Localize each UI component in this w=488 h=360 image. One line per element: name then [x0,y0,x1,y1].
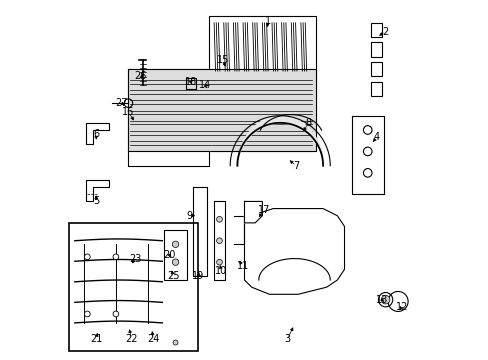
Text: 8: 8 [305,118,311,128]
Circle shape [216,216,222,222]
Text: 10: 10 [215,266,227,276]
Text: 7: 7 [293,161,299,171]
Bar [164,230,187,280]
Circle shape [381,296,389,304]
Text: 13: 13 [375,295,387,305]
Text: 9: 9 [186,211,192,221]
Text: 4: 4 [373,132,379,142]
Text: 2: 2 [382,27,388,37]
Circle shape [172,241,179,248]
Polygon shape [128,69,315,152]
Polygon shape [244,202,262,223]
Text: 22: 22 [125,334,138,344]
Text: 3: 3 [284,334,290,344]
Polygon shape [244,208,344,294]
Circle shape [113,254,119,260]
Circle shape [84,311,90,317]
Polygon shape [128,152,208,166]
Text: 21: 21 [90,334,102,344]
Text: 25: 25 [166,271,179,282]
Text: 23: 23 [129,253,142,264]
Circle shape [113,311,119,317]
Bar [69,223,198,351]
Text: 16: 16 [122,107,134,117]
Circle shape [216,238,222,244]
Circle shape [216,259,222,265]
Text: 5: 5 [93,197,99,206]
Text: 15: 15 [217,55,229,65]
Polygon shape [192,187,206,276]
Text: 18: 18 [184,77,197,87]
Circle shape [173,340,178,345]
Circle shape [84,254,90,260]
Polygon shape [351,116,383,194]
Text: 24: 24 [147,334,159,344]
Text: 19: 19 [192,271,204,282]
Text: 1: 1 [264,16,270,26]
Text: 17: 17 [258,205,270,215]
Text: 14: 14 [199,80,211,90]
Text: 27: 27 [115,98,127,108]
Text: 20: 20 [163,250,175,260]
Text: 11: 11 [236,261,248,271]
Text: 6: 6 [93,129,99,139]
Circle shape [172,259,179,265]
Polygon shape [214,202,224,280]
Text: 12: 12 [395,302,407,312]
Text: 26: 26 [134,71,147,81]
